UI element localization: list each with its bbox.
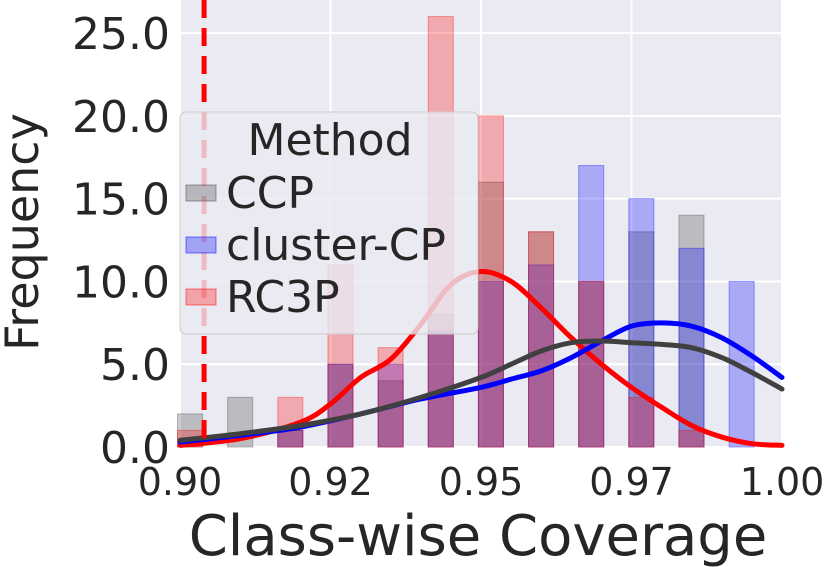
- legend-label-cluster-cp: cluster-CP: [226, 220, 446, 271]
- bar-ccp: [528, 231, 555, 448]
- y-tick-label: 15.0: [72, 175, 170, 226]
- bar-ccp: [377, 380, 404, 448]
- bar-rc3p: [528, 231, 555, 448]
- bar-ccp: [628, 231, 655, 448]
- legend-label-rc3p: RC3P: [226, 272, 340, 323]
- bar-rc3p: [678, 429, 705, 448]
- x-tick-label: 1.00: [740, 460, 825, 504]
- y-tick-label: 5.0: [100, 340, 170, 391]
- bar-cluster-cp: [477, 280, 504, 448]
- legend-box: [179, 111, 479, 335]
- bar-ccp: [427, 314, 454, 448]
- y-axis-label: Frequency: [0, 113, 49, 351]
- bar-rc3p: [477, 115, 504, 448]
- legend-title: Method: [247, 115, 412, 166]
- x-tick-label: 0.92: [288, 460, 373, 504]
- legend-swatch-ccp: [185, 184, 217, 202]
- bar-cluster-cp: [578, 165, 605, 448]
- bar-rc3p: [628, 396, 655, 448]
- kde-line-ccp: [177, 338, 785, 443]
- x-tick-label: 0.95: [439, 460, 524, 504]
- x-axis-ticks: 0.90 0.92 0.95 0.97 1.00: [138, 460, 825, 504]
- y-tick-label: 20.0: [72, 92, 170, 143]
- bar-ccp: [477, 181, 504, 448]
- legend-swatch-cluster-cp: [185, 236, 217, 254]
- y-axis-ticks: 0.0 5.0 10.0 15.0 20.0 25.0: [72, 9, 170, 474]
- x-axis-label: Class-wise Coverage: [189, 504, 768, 567]
- legend-label-ccp: CCP: [226, 168, 314, 219]
- legend-swatch-rc3p: [185, 288, 217, 306]
- kde-curves: [177, 269, 785, 448]
- y-tick-label: 25.0: [72, 9, 170, 60]
- x-tick-label: 0.97: [589, 460, 674, 504]
- y-tick-label: 0.0: [100, 423, 170, 474]
- kde-line-rc3p: [177, 269, 785, 448]
- y-tick-label: 10.0: [72, 257, 170, 308]
- x-tick-label: 0.90: [138, 460, 223, 504]
